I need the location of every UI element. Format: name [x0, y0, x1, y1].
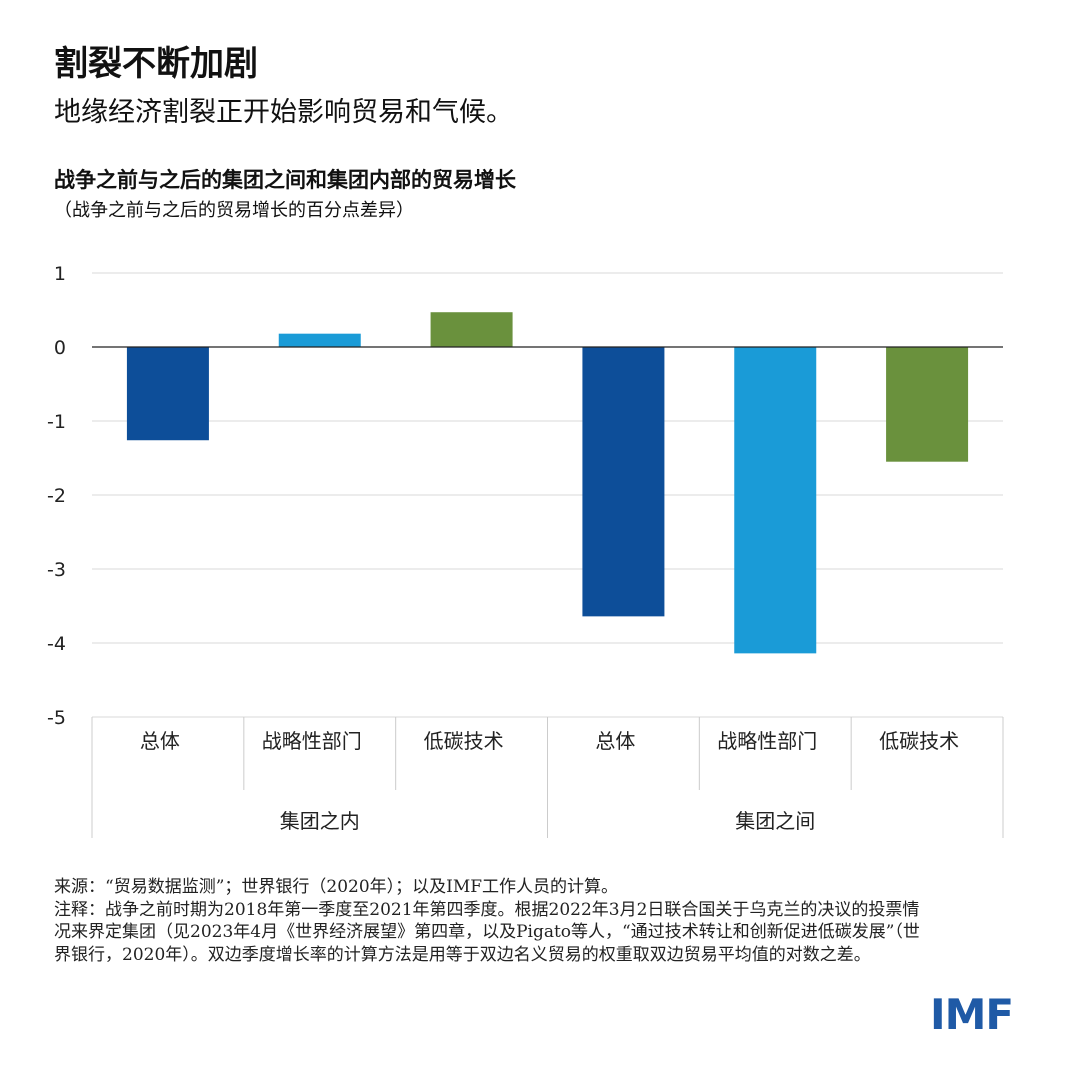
- bar: [734, 347, 817, 654]
- y-tick-label: -3: [47, 559, 66, 581]
- x-category-label: 总体: [140, 729, 180, 753]
- x-category-label: 低碳技术: [424, 729, 504, 753]
- chart-title: 战争之前与之后的集团之间和集团内部的贸易增长: [54, 168, 516, 192]
- bar: [582, 347, 665, 617]
- x-group-label: 集团之间: [735, 809, 815, 833]
- bar: [430, 312, 513, 347]
- page-subtitle: 地缘经济割裂正开始影响贸易和气候。: [54, 97, 513, 128]
- y-axis-label: （战争之前与之后的贸易增长的百分点差异）: [54, 200, 414, 221]
- bar: [126, 347, 209, 441]
- y-tick-label: -4: [47, 633, 66, 655]
- notes: 来源：“贸易数据监测”；世界银行（2020年）；以及IMF工作人员的计算。 注释…: [54, 876, 934, 966]
- y-tick-label: -1: [47, 411, 66, 433]
- x-category-label: 战略性部门: [262, 729, 362, 753]
- imf-logo: IMF: [930, 990, 1014, 1039]
- x-category-label: 低碳技术: [879, 729, 959, 753]
- page-title: 割裂不断加剧: [54, 44, 258, 84]
- x-group-label: 集团之内: [280, 809, 360, 833]
- y-tick-label: -5: [47, 707, 66, 729]
- bar: [278, 333, 361, 347]
- source-note: 来源：“贸易数据监测”；世界银行（2020年）；以及IMF工作人员的计算。: [54, 877, 619, 897]
- bar: [886, 347, 969, 462]
- y-tick-label: 0: [54, 337, 66, 359]
- footnote: 注释：战争之前时期为2018年第一季度至2021年第四季度。根据2022年3月2…: [54, 899, 920, 965]
- x-category-label: 战略性部门: [717, 729, 817, 753]
- x-category-label: 总体: [595, 729, 635, 753]
- y-tick-label: -2: [47, 485, 66, 507]
- y-tick-label: 1: [54, 263, 66, 285]
